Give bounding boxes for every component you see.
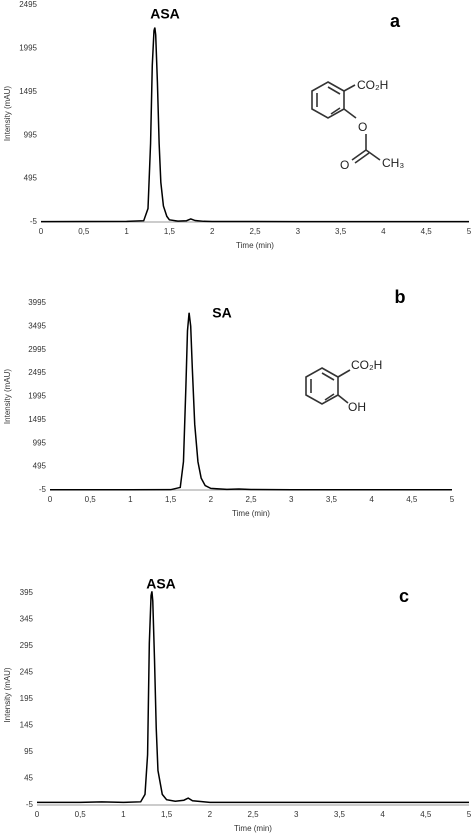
- x-tick-label: 3: [296, 227, 301, 236]
- x-tick-label: 1,5: [164, 227, 176, 236]
- y-axis-title: Intensity (mAU): [3, 667, 12, 722]
- peak-label: SA: [212, 305, 231, 321]
- y-tick-label: 145: [20, 721, 34, 730]
- x-tick-label: 2,5: [249, 227, 261, 236]
- y-tick-label: 245: [20, 668, 34, 677]
- x-tick-label: 4: [381, 227, 386, 236]
- x-tick-label: 3,5: [335, 227, 347, 236]
- x-tick-label: 0: [48, 495, 53, 504]
- y-tick-label: 1995: [28, 392, 46, 401]
- x-tick-label: 1,5: [161, 810, 173, 819]
- x-tick-label: 0,5: [85, 495, 97, 504]
- structure-label: CH₃: [382, 156, 404, 170]
- y-tick-label: 1495: [19, 87, 37, 96]
- y-tick-label: 1495: [28, 415, 46, 424]
- x-axis-title: Time (min): [232, 509, 270, 518]
- x-tick-label: 1,5: [165, 495, 177, 504]
- peak-label: ASA: [150, 6, 180, 22]
- x-tick-label: 2,5: [247, 810, 259, 819]
- structure-label: O: [358, 120, 367, 134]
- y-tick-label: -5: [39, 485, 47, 494]
- y-tick-label: 195: [20, 694, 34, 703]
- y-tick-label: 345: [20, 615, 34, 624]
- x-tick-label: 3,5: [326, 495, 338, 504]
- x-tick-label: 4,5: [420, 810, 432, 819]
- structure-b: [305, 367, 351, 405]
- x-tick-label: 1: [128, 495, 133, 504]
- x-axis-title: Time (min): [236, 241, 274, 250]
- x-tick-label: 5: [450, 495, 455, 504]
- x-tick-label: 3: [294, 810, 299, 819]
- chromatogram-line: [37, 591, 469, 804]
- x-tick-label: 3,5: [334, 810, 346, 819]
- y-axis-title: Intensity (mAU): [3, 86, 12, 141]
- y-tick-label: 495: [24, 174, 38, 183]
- y-tick-label: -5: [30, 217, 38, 226]
- y-tick-label: -5: [26, 800, 34, 809]
- x-tick-label: 1: [121, 810, 126, 819]
- y-tick-label: 45: [24, 774, 33, 783]
- y-tick-label: 1995: [19, 44, 37, 53]
- y-tick-label: 995: [24, 130, 38, 139]
- x-tick-label: 2,5: [245, 495, 257, 504]
- y-tick-label: 2995: [28, 345, 46, 354]
- x-tick-label: 4,5: [421, 227, 433, 236]
- y-tick-label: 3495: [28, 321, 46, 330]
- x-tick-label: 4: [369, 495, 374, 504]
- x-tick-label: 5: [467, 810, 472, 819]
- x-tick-label: 0,5: [78, 227, 90, 236]
- x-tick-label: 0,5: [75, 810, 87, 819]
- panel-label: a: [390, 11, 401, 31]
- x-tick-label: 0: [39, 227, 44, 236]
- x-axis-title: Time (min): [234, 824, 272, 833]
- y-tick-label: 95: [24, 747, 33, 756]
- y-tick-label: 2495: [28, 368, 46, 377]
- x-tick-label: 4,5: [406, 495, 418, 504]
- structure-label: CO₂H: [351, 358, 382, 372]
- y-tick-label: 995: [33, 438, 47, 447]
- y-tick-label: 3995: [28, 298, 46, 307]
- y-tick-label: 295: [20, 641, 34, 650]
- structure-label: O: [340, 158, 349, 172]
- x-tick-label: 0: [35, 810, 40, 819]
- chromatogram-line: [40, 27, 469, 223]
- y-tick-label: 395: [20, 588, 34, 597]
- peak-label: ASA: [146, 576, 176, 592]
- structure-label: OH: [348, 400, 366, 414]
- x-tick-label: 2: [209, 495, 214, 504]
- x-tick-label: 1: [124, 227, 129, 236]
- panel-label: c: [399, 586, 409, 606]
- x-tick-label: 2: [208, 810, 213, 819]
- panel-label: b: [395, 287, 406, 307]
- y-tick-label: 2495: [19, 0, 37, 9]
- x-tick-label: 5: [467, 227, 472, 236]
- structure-a: [311, 81, 381, 164]
- y-axis-title: Intensity (mAU): [3, 369, 12, 424]
- x-tick-label: 3: [289, 495, 294, 504]
- y-tick-label: 495: [33, 462, 47, 471]
- x-tick-label: 2: [210, 227, 215, 236]
- structure-label: CO₂H: [357, 78, 388, 92]
- x-tick-label: 4: [380, 810, 385, 819]
- chromatogram-line: [50, 312, 452, 491]
